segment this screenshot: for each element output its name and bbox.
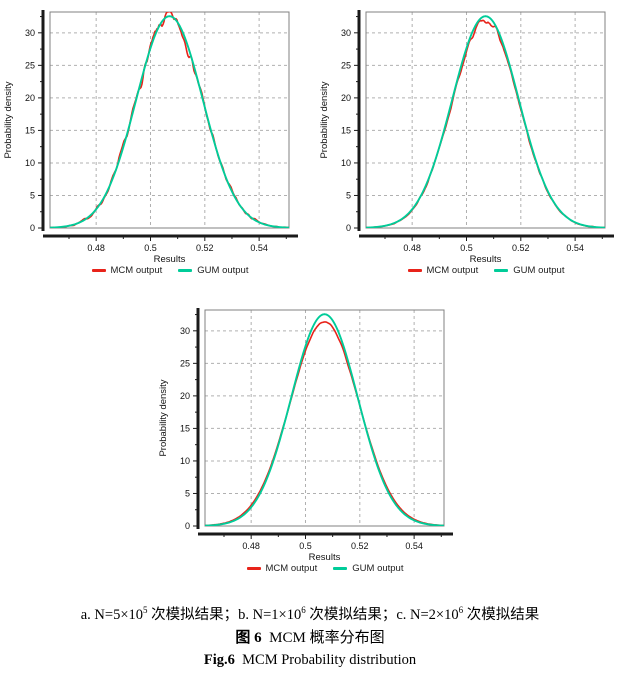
y-tick-label: 25 (25, 60, 35, 70)
y-tick-label: 0 (346, 223, 351, 233)
legend-item-gum: GUM output (494, 265, 564, 276)
mcm-legend-label: MCM output (110, 265, 163, 276)
caption-c-pre: c. N=2×10 (396, 606, 459, 623)
legend-item-mcm: MCM output (91, 265, 163, 276)
y-tick-label: 5 (346, 190, 351, 200)
y-tick-label: 30 (341, 28, 351, 38)
caption-a-post: 次模拟结果； (147, 606, 239, 623)
caption-b-pre: b. N=1×10 (238, 606, 302, 623)
x-tick-label: 0.54 (250, 243, 268, 253)
x-tick-label: 0.5 (460, 243, 473, 253)
y-tick-label: 10 (341, 158, 351, 168)
gum-legend-label: GUM output (197, 265, 249, 276)
figure-caption: a. N=5×105 次模拟结果；b. N=1×106 次模拟结果；c. N=2… (0, 604, 620, 671)
x-tick-label: 0.5 (144, 243, 157, 253)
mcm-legend-label: MCM output (265, 563, 318, 574)
legend-b: MCM output GUM output (318, 265, 618, 276)
x-axis-title: Results (154, 254, 186, 264)
mcm-line-swatch (407, 269, 422, 272)
gum-line-swatch (178, 269, 193, 272)
y-tick-label: 15 (25, 125, 35, 135)
x-tick-label: 0.48 (242, 541, 260, 551)
y-axis-title: Probability density (158, 379, 169, 456)
y-tick-label: 0 (185, 521, 190, 531)
y-tick-label: 25 (180, 358, 190, 368)
legend-item-gum: GUM output (178, 265, 248, 276)
mcm-line-swatch (246, 567, 261, 570)
subfigure-c: 0 5 10 15 20 25 30 Probability density 0.48 0.5 0.… (157, 300, 457, 574)
caption-a-sup: 5 (143, 605, 148, 615)
legend-a: MCM output GUM output (2, 265, 302, 276)
y-tick-label: 30 (180, 326, 190, 336)
mcm-legend-label: MCM output (426, 265, 479, 276)
gum-line-swatch (333, 567, 348, 570)
y-tick-label: 5 (185, 488, 190, 498)
mcm-curve (366, 19, 605, 228)
gum-line-swatch (494, 269, 509, 272)
y-axis-title: Probability density (319, 81, 330, 158)
mcm-line-swatch (91, 269, 106, 272)
y-tick-label: 30 (25, 28, 35, 38)
caption-b-sup: 6 (301, 605, 306, 615)
mcm-curve (205, 321, 444, 526)
subfigure-b: 0 5 10 15 20 25 30 Probability density 0.48 0.5 0.… (318, 2, 618, 276)
caption-b-post: 次模拟结果； (305, 606, 397, 623)
y-tick-label: 5 (30, 190, 35, 200)
plot-frame (49, 11, 290, 229)
legend-item-mcm: MCM output (246, 563, 318, 574)
plot-c-canvas: 0 5 10 15 20 25 30 Probability density 0.48 0.5 0.… (158, 308, 453, 562)
x-tick-label: 0.48 (87, 243, 105, 253)
y-tick-label: 15 (180, 423, 190, 433)
x-tick-label: 0.5 (299, 541, 312, 551)
y-tick-label: 0 (30, 223, 35, 233)
figure-title-cn: MCM 概率分布图 (261, 629, 385, 646)
x-tick-label: 0.54 (405, 541, 423, 551)
y-axis-title: Probability density (3, 81, 14, 158)
figure-title-en: MCM Probability distribution (234, 651, 417, 668)
plot-frame (365, 11, 606, 229)
caption-c-post: 次模拟结果 (463, 606, 540, 623)
y-tick-label: 10 (25, 158, 35, 168)
caption-subfigure-line: a. N=5×105 次模拟结果；b. N=1×106 次模拟结果；c. N=2… (0, 604, 620, 626)
y-tick-label: 15 (341, 125, 351, 135)
caption-en-line: Fig.6 MCM Probability distribution (0, 650, 620, 671)
y-tick-label: 20 (341, 93, 351, 103)
y-tick-label: 10 (180, 456, 190, 466)
caption-c-sup: 6 (458, 605, 464, 615)
plot-frame (204, 309, 445, 527)
mcm-curve (50, 12, 289, 228)
plot-b-canvas: 0 5 10 15 20 25 30 Probability density 0.48 0.5 0.… (319, 10, 614, 264)
x-axis-title: Results (309, 552, 341, 562)
gum-curve (366, 15, 605, 228)
y-tick-label: 20 (25, 93, 35, 103)
x-tick-label: 0.54 (566, 243, 584, 253)
subfigure-a: 0 5 10 15 20 25 30 Probability density 0.48 0.5 0.… (2, 2, 302, 276)
legend-item-mcm: MCM output (407, 265, 479, 276)
gum-legend-label: GUM output (352, 563, 404, 574)
gum-curve (50, 15, 289, 228)
legend-c: MCM output GUM output (157, 563, 457, 574)
gum-legend-label: GUM output (513, 265, 565, 276)
plot-a-canvas: 0 5 10 15 20 25 30 Probability density 0.48 0.5 0.… (3, 10, 298, 264)
caption-cn-line: 图 6 MCM 概率分布图 (0, 628, 620, 650)
y-tick-label: 25 (341, 60, 351, 70)
x-tick-label: 0.52 (196, 243, 214, 253)
x-tick-label: 0.52 (512, 243, 530, 253)
figure-number-cn: 图 6 (235, 629, 262, 646)
figure-number-en: Fig.6 (203, 651, 235, 668)
x-axis-title: Results (470, 254, 502, 264)
x-tick-label: 0.52 (351, 541, 369, 551)
x-tick-label: 0.48 (403, 243, 421, 253)
gum-curve (205, 313, 444, 526)
y-tick-label: 20 (180, 391, 190, 401)
legend-item-gum: GUM output (333, 563, 403, 574)
caption-a-pre: a. N=5×10 (80, 606, 144, 623)
